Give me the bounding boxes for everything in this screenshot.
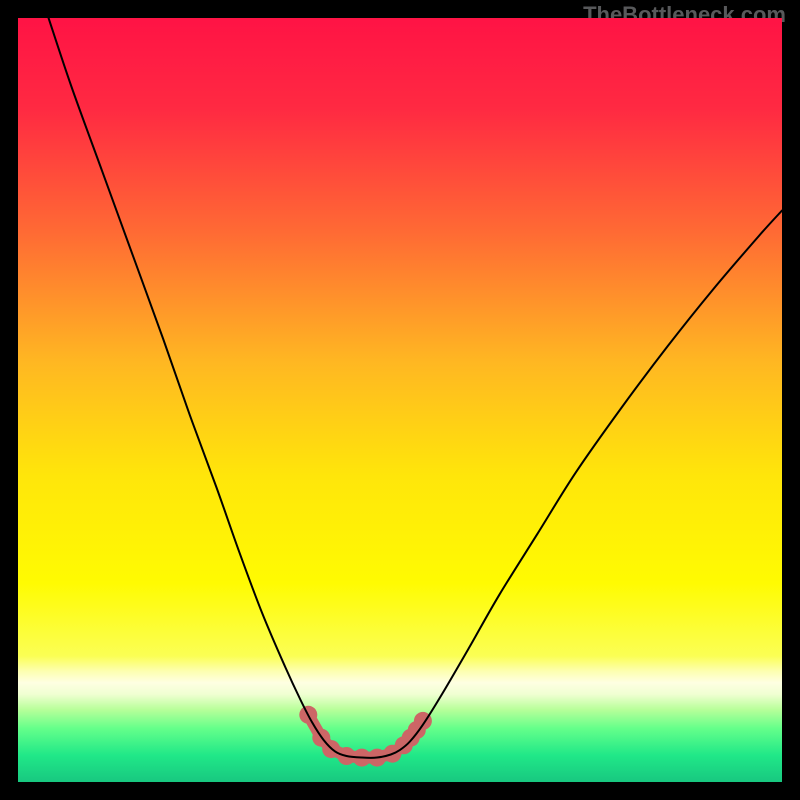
plot-svg [0, 0, 800, 800]
page-root: TheBottleneck.com [0, 0, 800, 800]
plot-background [18, 18, 782, 782]
